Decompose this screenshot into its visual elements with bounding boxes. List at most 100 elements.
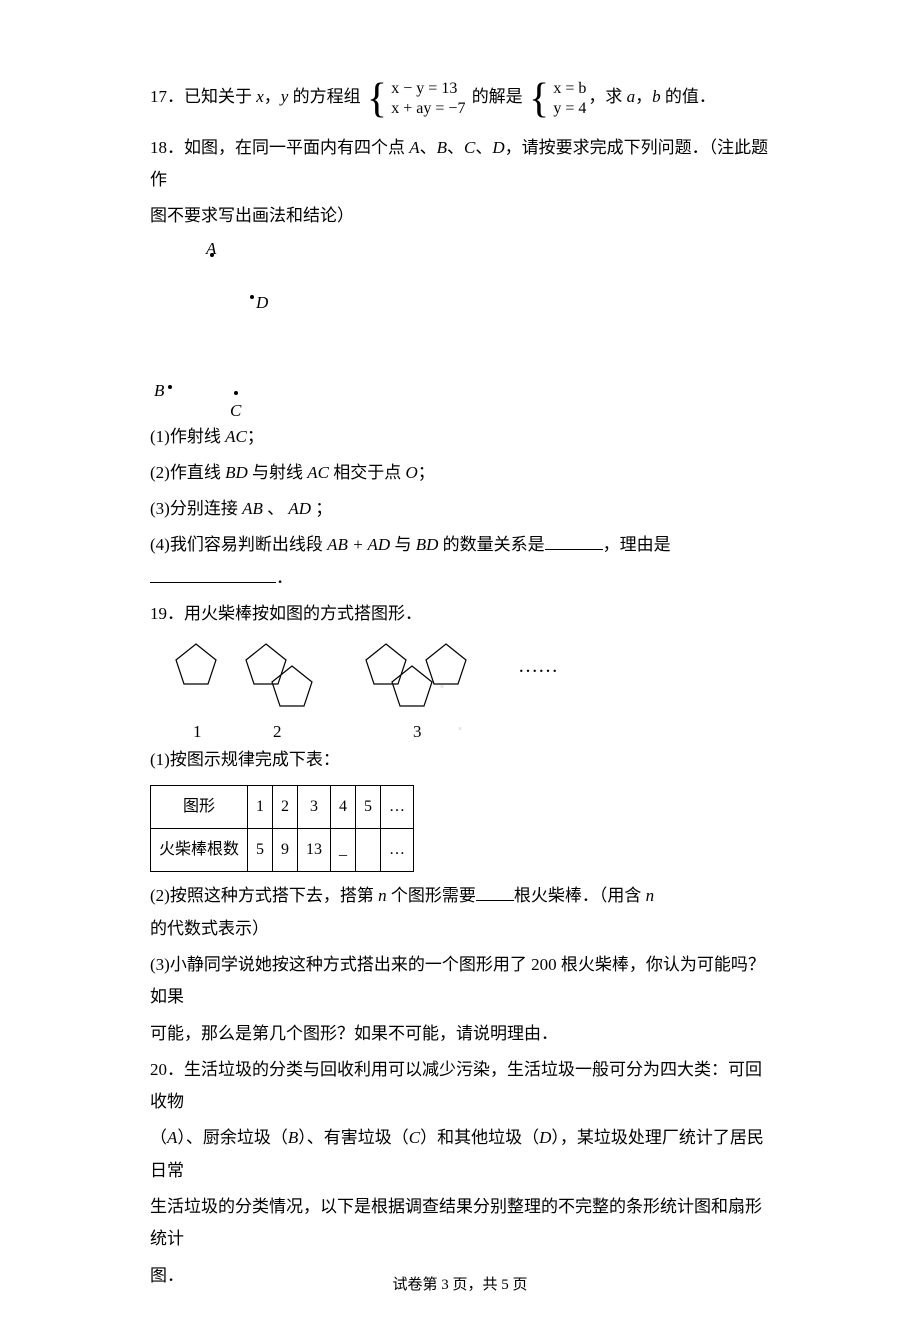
q19-dots: …… [518,655,558,677]
q18-D: D [492,138,504,157]
td: 5 [248,829,273,872]
q18-p4d: BD [416,535,439,554]
td: 5 [356,785,381,828]
wm-inline: ▪ [458,719,462,740]
q19-sub3b: 可能，那么是第几个图形？如果不可能，请说明理由． [150,1018,770,1050]
pt-C-label: C [230,395,241,427]
q18-p1c: ； [247,427,264,446]
q18-blank2 [150,568,276,583]
q18-C: C [464,138,475,157]
q20-C: C [409,1128,420,1147]
q19-sub3a: (3)小静同学说她按这种方式搭出来的一个图形用了 200 根火柴棒，你认为可能吗… [150,949,770,1014]
pentagon-svg: …… [158,636,658,714]
q17-t2: 的方程组 [288,87,360,106]
q18-p2a: (2)作直线 [150,463,225,482]
td: 1 [248,785,273,828]
q19-sub2b: 个图形需要 [387,886,476,905]
td [356,829,381,872]
q19-n2: n [646,886,655,905]
q18-p2f: O [405,463,417,482]
q18-sep3: 、 [475,138,492,157]
q18-p1: (1)作射线 AC； [150,421,770,453]
q18-sep2: 、 [447,138,464,157]
q17-eq2b: y = 4 [553,99,586,119]
q19-sub2d: 的代数式表示） [150,919,269,938]
q20-B: B [288,1128,298,1147]
pt-D-dot [250,295,254,299]
q18-p3c: 、 [263,499,289,518]
q19-label2: 2 [273,716,282,748]
q19-sub2c: 根火柴棒．（用含 [514,886,646,905]
table-row: 火柴棒根数 5 9 13 _ … [151,829,414,872]
td: 9 [273,829,298,872]
q17-tail2: ， [635,87,652,106]
q19-sub2: (2)按照这种方式搭下去，搭第 n 个图形需要 根火柴棒．（用含 n 的代数式表示… [150,880,770,945]
q18-p3d: AD [288,499,311,518]
q18-p4e: 的数量关系是 [438,535,544,554]
td: 3 [298,785,331,828]
q17-prefix: 17．已知关于 [150,87,256,106]
q18-p4g: ． [276,568,293,587]
q18-B: B [437,138,447,157]
th-matches: 火柴棒根数 [151,829,248,872]
q17-x: x [256,87,264,106]
q20-l2c: ）、有害垃圾（ [298,1128,409,1147]
q19-label1: 1 [193,716,202,748]
q19-table: 图形 1 2 3 4 5 … 火柴棒根数 5 9 13 _ … [150,785,414,873]
q20-l2d: ）和其他垃圾（ [420,1128,539,1147]
q20-l1: 20．生活垃圾的分类与回收利用可以减少污染，生活垃圾一般可分为四大类：可回收物 [150,1054,770,1119]
q18-line2: 图不要求写出画法和结论） [150,200,770,232]
q18-sep1: 、 [420,138,437,157]
q17-eq1a: x − y = 13 [391,79,465,99]
q19-sub2a: (2)按照这种方式搭下去，搭第 [150,886,378,905]
page-footer: 试卷第 3 页，共 5 页 [0,1271,920,1300]
q20-l2a: （ [150,1128,167,1147]
td: … [381,785,414,828]
q18-p1a: (1)作射线 [150,427,225,446]
q18-p3: (3)分别连接 AB 、 AD ； [150,493,770,525]
td: 4 [331,785,356,828]
q18-p2: (2)作直线 BD 与射线 AC 相交于点 O； [150,457,770,489]
q19-label3: 3 [413,716,422,748]
q17-tail1: ，求 [588,87,626,106]
q18-p4b: AB + AD [327,535,390,554]
q17-system2: { x = b y = 4 [529,77,586,120]
q20-l2b: ）、厨余垃圾（ [177,1128,288,1147]
q17-a: a [627,87,636,106]
pt-A-dot [210,253,214,257]
q17-tail3: 的值． [661,87,716,106]
th-figure: 图形 [151,785,248,828]
q20-A: A [167,1128,177,1147]
q17-b: b [652,87,661,106]
q19-n1: n [378,886,387,905]
q19-figure: …… [158,636,770,714]
q18-p2e: 相交于点 [329,463,406,482]
q18-diagram: A D B C [168,237,318,417]
q17-system1: { x − y = 13 x + ay = −7 [367,77,466,120]
table-row: 图形 1 2 3 4 5 … [151,785,414,828]
q17: 17．已知关于 x，y 的方程组 { x − y = 13 x + ay = −… [150,76,770,120]
q18-p4f: ，理由是 [603,535,671,554]
q18-p2g: ； [418,463,435,482]
q18-p4a: (4)我们容易判断出线段 [150,535,327,554]
q20-D: D [539,1128,551,1147]
q19-sub1: (1)按图示规律完成下表： [150,744,770,776]
q18-p1b: AC [225,427,247,446]
td: … [381,829,414,872]
page: 17．已知关于 x，y 的方程组 { x − y = 13 x + ay = −… [0,0,920,1336]
q17-t1: ， [264,87,281,106]
pt-A-label: A [206,233,216,265]
q20-l3: 生活垃圾的分类情况，以下是根据调查结果分别整理的不完整的条形统计图和扇形统计 [150,1191,770,1256]
q18-p3a: (3)分别连接 [150,499,242,518]
q17-eq1b: x + ay = −7 [391,99,465,119]
q18-p2b: BD [225,463,248,482]
pt-B-dot [168,385,172,389]
q19-blank [476,886,514,901]
pt-D-label: D [256,287,268,319]
td: 2 [273,785,298,828]
td: _ [331,829,356,872]
q17-eq2a: x = b [553,79,586,99]
q18-p3b: AB [242,499,263,518]
q18-p3e: ； [311,499,332,518]
q19-head: 19．用火柴棒按如图的方式搭图形． [150,598,770,630]
